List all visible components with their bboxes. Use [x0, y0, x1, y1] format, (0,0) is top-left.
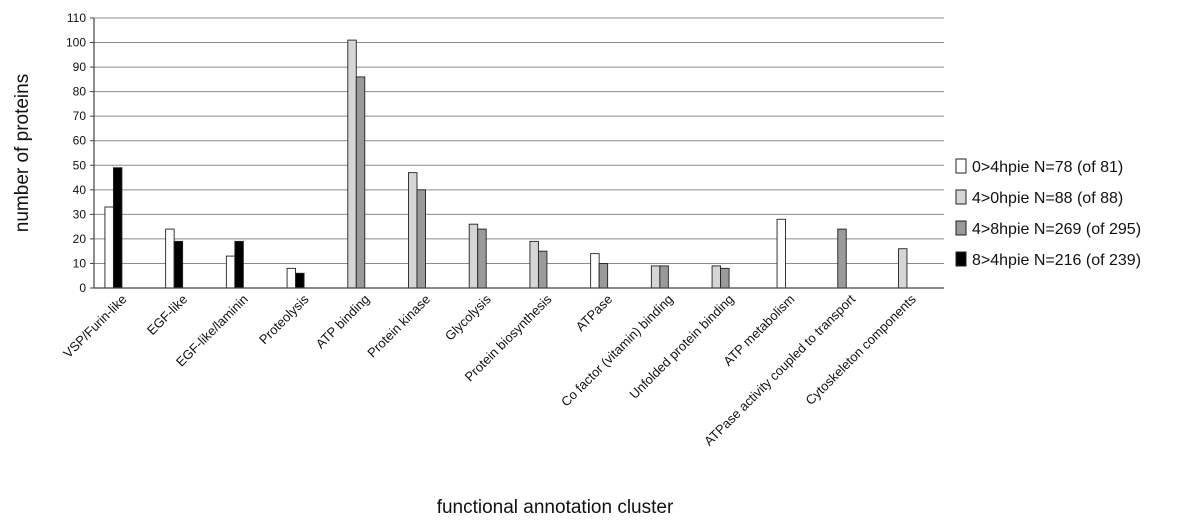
- bars: [104, 39, 908, 289]
- bar: [173, 240, 184, 289]
- y-tick-label: 60: [73, 134, 87, 148]
- legend-swatch: [955, 220, 967, 236]
- bar: [408, 172, 418, 289]
- x-tick-label: Cytoskeleton components: [802, 291, 919, 408]
- y-tick-label: 0: [79, 281, 86, 295]
- x-tick-label: ATP binding: [313, 292, 373, 352]
- legend-entry: 8>4hpie N=216 (of 239): [972, 252, 1141, 269]
- bar: [112, 167, 123, 289]
- bar: [537, 250, 548, 289]
- y-tick-label: 110: [67, 11, 86, 25]
- legend-swatch: [955, 251, 967, 267]
- bar: [776, 218, 786, 289]
- bar: [720, 267, 730, 289]
- bar: [650, 265, 661, 289]
- bar: [598, 263, 609, 289]
- y-axis-label: number of proteins: [12, 74, 33, 232]
- legend-entry: 4>8hpie N=269 (of 295): [972, 221, 1141, 238]
- bar: [898, 248, 908, 289]
- x-tick-label: Co factor (vitamin) binding: [558, 292, 676, 410]
- legend-entry: 4>0hpie N=88 (of 88): [972, 190, 1123, 207]
- legend-entry: 0>4hpie N=78 (of 81): [972, 159, 1123, 176]
- bar: [468, 223, 479, 289]
- x-tick-label: Glycolysis: [442, 291, 494, 343]
- x-tick-label: Proteolysis: [256, 291, 312, 347]
- legend: 0>4hpie N=78 (of 81) 4>0hpie N=88 (of 88)…: [955, 158, 1141, 269]
- y-tick-label: 50: [73, 158, 87, 172]
- y-tick-label: 10: [73, 256, 87, 270]
- y-tick-label: 40: [73, 183, 87, 197]
- gridlines: [94, 17, 944, 264]
- bar: [165, 228, 175, 289]
- axes: [90, 17, 944, 289]
- x-tick-label: Unfolded protein binding: [626, 292, 736, 402]
- bar: [477, 228, 487, 289]
- y-tick-label: 70: [73, 109, 87, 123]
- bar: [416, 189, 426, 289]
- bar: [711, 265, 722, 289]
- x-tick-label: Protein kinase: [364, 292, 433, 361]
- legend-swatch: [955, 158, 967, 174]
- x-tick-label: VSP/Furin-like: [60, 292, 129, 361]
- y-tick-label: 30: [73, 207, 87, 221]
- legend-swatch: [955, 189, 967, 205]
- y-tick-label: 20: [73, 232, 87, 246]
- y-tick-label: 100: [66, 36, 86, 50]
- bar: [590, 253, 600, 289]
- y-tick-labels: 0 10 20 30 40 50 60 70 80 90 100 110: [66, 11, 86, 295]
- x-tick-label: EGF-like: [144, 292, 190, 338]
- bar: [529, 240, 539, 289]
- bar: [347, 39, 357, 289]
- x-tick-label: ATPase: [573, 292, 616, 335]
- bar: [659, 265, 669, 289]
- x-axis-label: functional annotation cluster: [437, 497, 674, 518]
- bar: [286, 267, 297, 289]
- bar: [225, 255, 236, 289]
- bar: [355, 76, 366, 289]
- y-tick-label: 80: [73, 85, 87, 99]
- bar: [837, 228, 847, 289]
- bar: [104, 206, 114, 289]
- bar: [295, 272, 305, 289]
- bar: [234, 240, 244, 289]
- y-tick-label: 90: [73, 60, 87, 74]
